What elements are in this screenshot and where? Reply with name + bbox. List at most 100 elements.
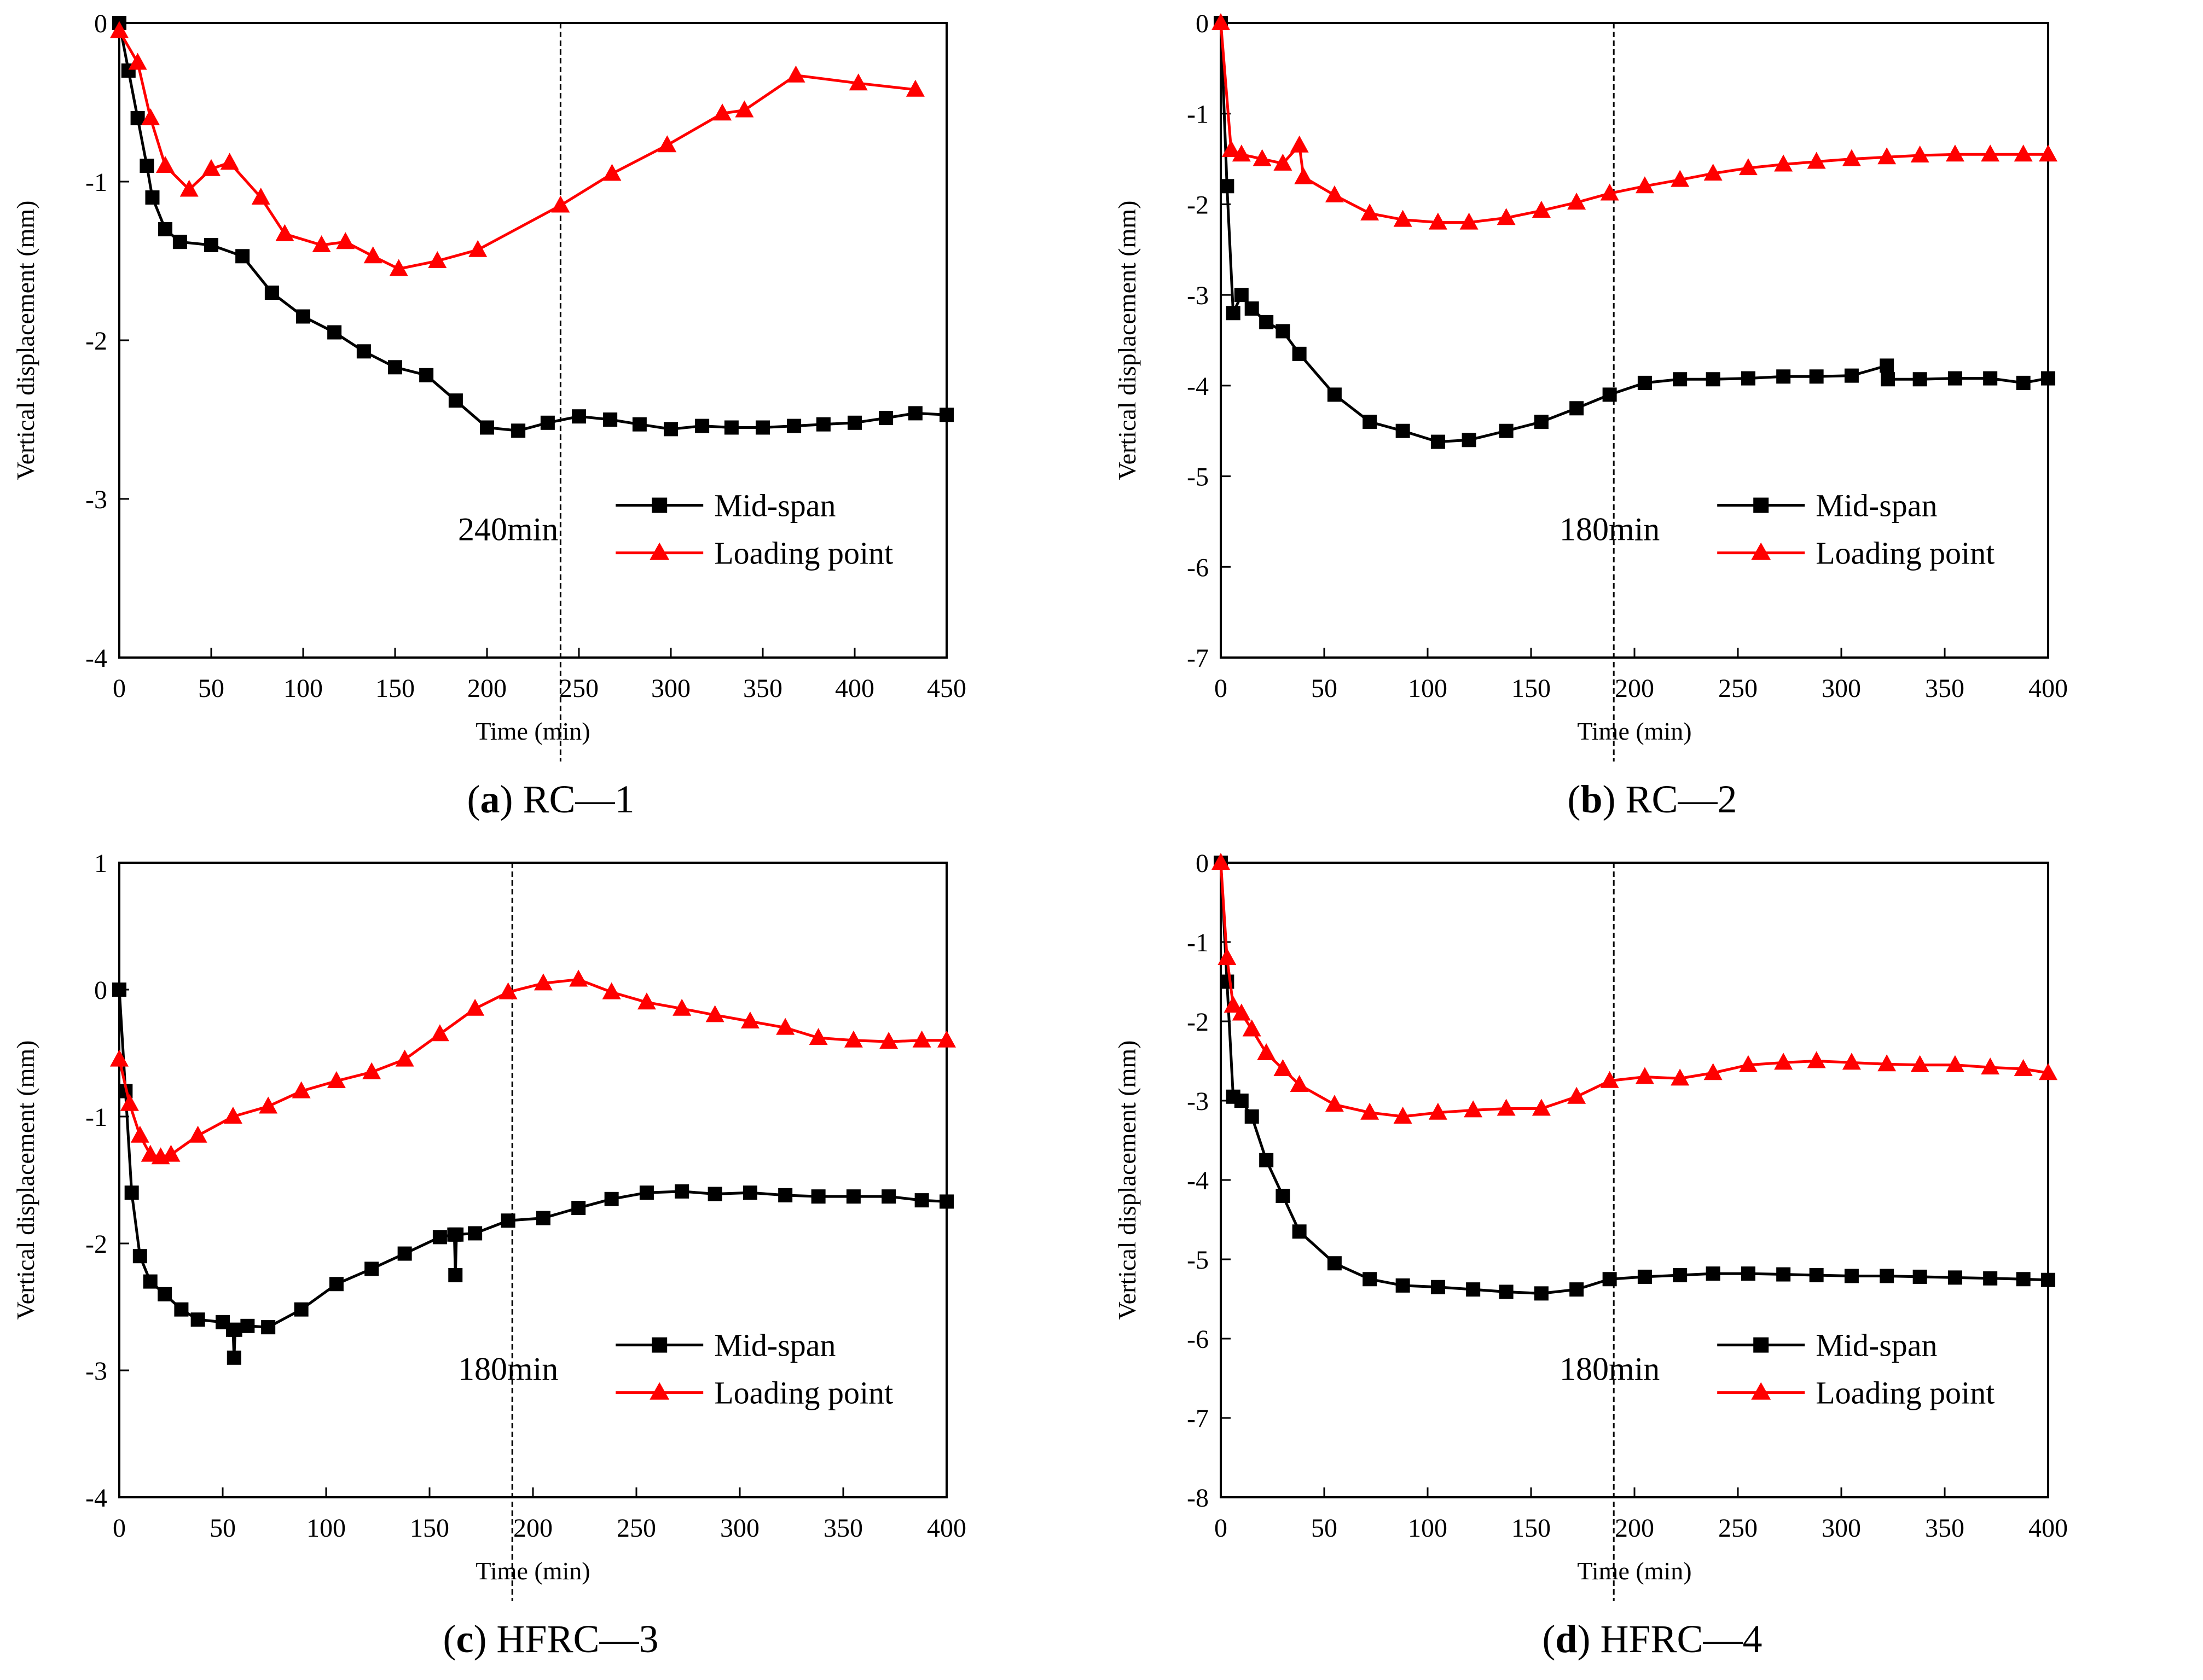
data-point-mid-span	[1844, 368, 1859, 383]
data-point-loading-point	[906, 79, 925, 97]
data-point-mid-span	[695, 418, 710, 433]
data-point-mid-span	[1880, 1269, 1894, 1283]
legend-label: Mid-span	[1816, 1328, 1937, 1363]
x-tick-label: 150	[410, 1514, 449, 1543]
data-point-mid-span	[811, 1189, 826, 1204]
data-point-loading-point	[1877, 1054, 1897, 1072]
data-point-loading-point	[292, 1081, 311, 1098]
caption-a: (a) RC—1	[467, 777, 635, 821]
y-tick-label: 0	[94, 976, 107, 1005]
data-point-loading-point	[637, 992, 656, 1010]
data-point-mid-span	[501, 1213, 515, 1228]
data-point-mid-span	[228, 1322, 242, 1337]
y-tick-label: 0	[1196, 849, 1209, 878]
data-point-loading-point	[1232, 1003, 1251, 1021]
x-tick-label: 300	[1822, 1514, 1861, 1543]
x-tick-label: 200	[1615, 1514, 1654, 1543]
data-point-mid-span	[940, 408, 954, 422]
data-point-loading-point	[1774, 154, 1793, 172]
y-tick-label: -2	[1187, 190, 1209, 219]
data-point-mid-span	[756, 420, 770, 435]
data-point-mid-span	[480, 420, 494, 435]
data-point-mid-span	[132, 1249, 147, 1264]
data-point-mid-span	[261, 1320, 276, 1335]
data-point-loading-point	[466, 998, 485, 1016]
data-point-loading-point	[1221, 140, 1240, 157]
data-point-loading-point	[879, 1032, 898, 1049]
data-point-loading-point	[1981, 144, 2000, 162]
chart-a: 0 50 100 150 200 250 300 350 400 450 0 -1 -2 -3 -4 Time…	[11, 9, 966, 761]
chart-b: 0 50 100 150 200 250 300 350 400 0 -1 -2 -3 -4 -5 -6 -7 T…	[1113, 9, 2068, 761]
data-point-loading-point	[1218, 948, 1237, 965]
data-point-loading-point	[937, 1030, 956, 1048]
data-point-loading-point	[1910, 1055, 1929, 1072]
data-point-loading-point	[1635, 1067, 1654, 1084]
data-point-mid-span	[1244, 1109, 1259, 1124]
data-point-loading-point	[327, 1071, 346, 1089]
data-point-mid-span	[1569, 1282, 1584, 1297]
data-point-loading-point	[1703, 1063, 1723, 1080]
data-point-loading-point	[2039, 144, 2057, 162]
chart-panel-d: 0 50 100 150 200 250 300 350 400 0 -1 -2 -3 -4 -5 -6 -7 -…	[1102, 840, 2203, 1679]
data-point-mid-span	[1706, 372, 1720, 387]
vertical-marker-label: 180min	[1560, 511, 1660, 547]
y-tick-label: -2	[1187, 1008, 1209, 1037]
data-point-loading-point	[1497, 1098, 1516, 1116]
data-point-loading-point	[602, 982, 621, 999]
data-point-mid-span	[240, 1318, 255, 1333]
data-point-mid-span	[264, 286, 279, 300]
caption-letter: a	[480, 777, 500, 821]
y-tick-label: 1	[94, 849, 107, 878]
caption-c: (c) HFRC—3	[443, 1617, 659, 1661]
data-point-mid-span	[787, 418, 802, 433]
data-point-loading-point	[1464, 1100, 1483, 1118]
x-tick-label: 250	[559, 674, 599, 703]
data-point-loading-point	[1294, 167, 1313, 184]
data-point-mid-span	[1234, 288, 1249, 303]
data-point-mid-span	[448, 393, 463, 408]
data-point-mid-span	[1809, 369, 1824, 384]
data-point-loading-point	[1807, 1051, 1826, 1068]
data-point-loading-point	[1290, 1075, 1309, 1092]
data-point-loading-point	[1842, 1053, 1861, 1070]
data-point-mid-span	[675, 1184, 689, 1199]
data-point-loading-point	[1393, 1107, 1412, 1124]
x-tick-label: 200	[513, 1514, 553, 1543]
y-axis-label: Vertical displacement (mm)	[1113, 201, 1141, 480]
x-tick-label: 50	[1311, 674, 1337, 703]
data-point-mid-span	[1259, 1153, 1274, 1167]
data-point-loading-point	[259, 1096, 278, 1114]
x-tick-label: 150	[375, 674, 415, 703]
data-point-loading-point	[1600, 1071, 1619, 1088]
series-line-loading-point	[1219, 862, 2049, 1118]
data-point-loading-point	[602, 164, 622, 181]
caption-text: RC—2	[1625, 777, 1737, 821]
data-point-mid-span	[1430, 434, 1445, 449]
data-point-loading-point	[912, 1030, 931, 1048]
data-point-mid-span	[1637, 1269, 1652, 1284]
data-point-loading-point	[1567, 1086, 1586, 1104]
x-tick-label: 150	[1511, 1514, 1551, 1543]
legend-label: Mid-span	[1816, 488, 1937, 524]
caption-b: (b) RC—2	[1567, 777, 1737, 821]
data-point-loading-point	[1325, 185, 1344, 202]
data-point-loading-point	[1257, 1043, 1276, 1060]
data-point-loading-point	[498, 982, 518, 999]
data-point-loading-point	[551, 195, 570, 213]
data-point-loading-point	[534, 973, 553, 991]
data-point-mid-span	[1534, 415, 1549, 429]
data-point-mid-span	[1363, 415, 1377, 429]
x-tick-label: 100	[1408, 1514, 1447, 1543]
series-line-loading-point	[1219, 22, 2048, 224]
data-point-loading-point	[1290, 135, 1309, 153]
x-tick-label: 300	[1822, 674, 1861, 703]
data-point-loading-point	[336, 232, 355, 249]
data-point-mid-span	[130, 111, 145, 125]
data-point-mid-span	[511, 423, 526, 438]
data-point-mid-span	[294, 1302, 309, 1317]
y-tick-label: -4	[85, 1484, 107, 1513]
data-point-mid-span	[1947, 1270, 1962, 1285]
x-tick-label: 100	[306, 1514, 346, 1543]
data-point-mid-span	[1706, 1266, 1720, 1281]
x-tick-label: 200	[467, 674, 507, 703]
